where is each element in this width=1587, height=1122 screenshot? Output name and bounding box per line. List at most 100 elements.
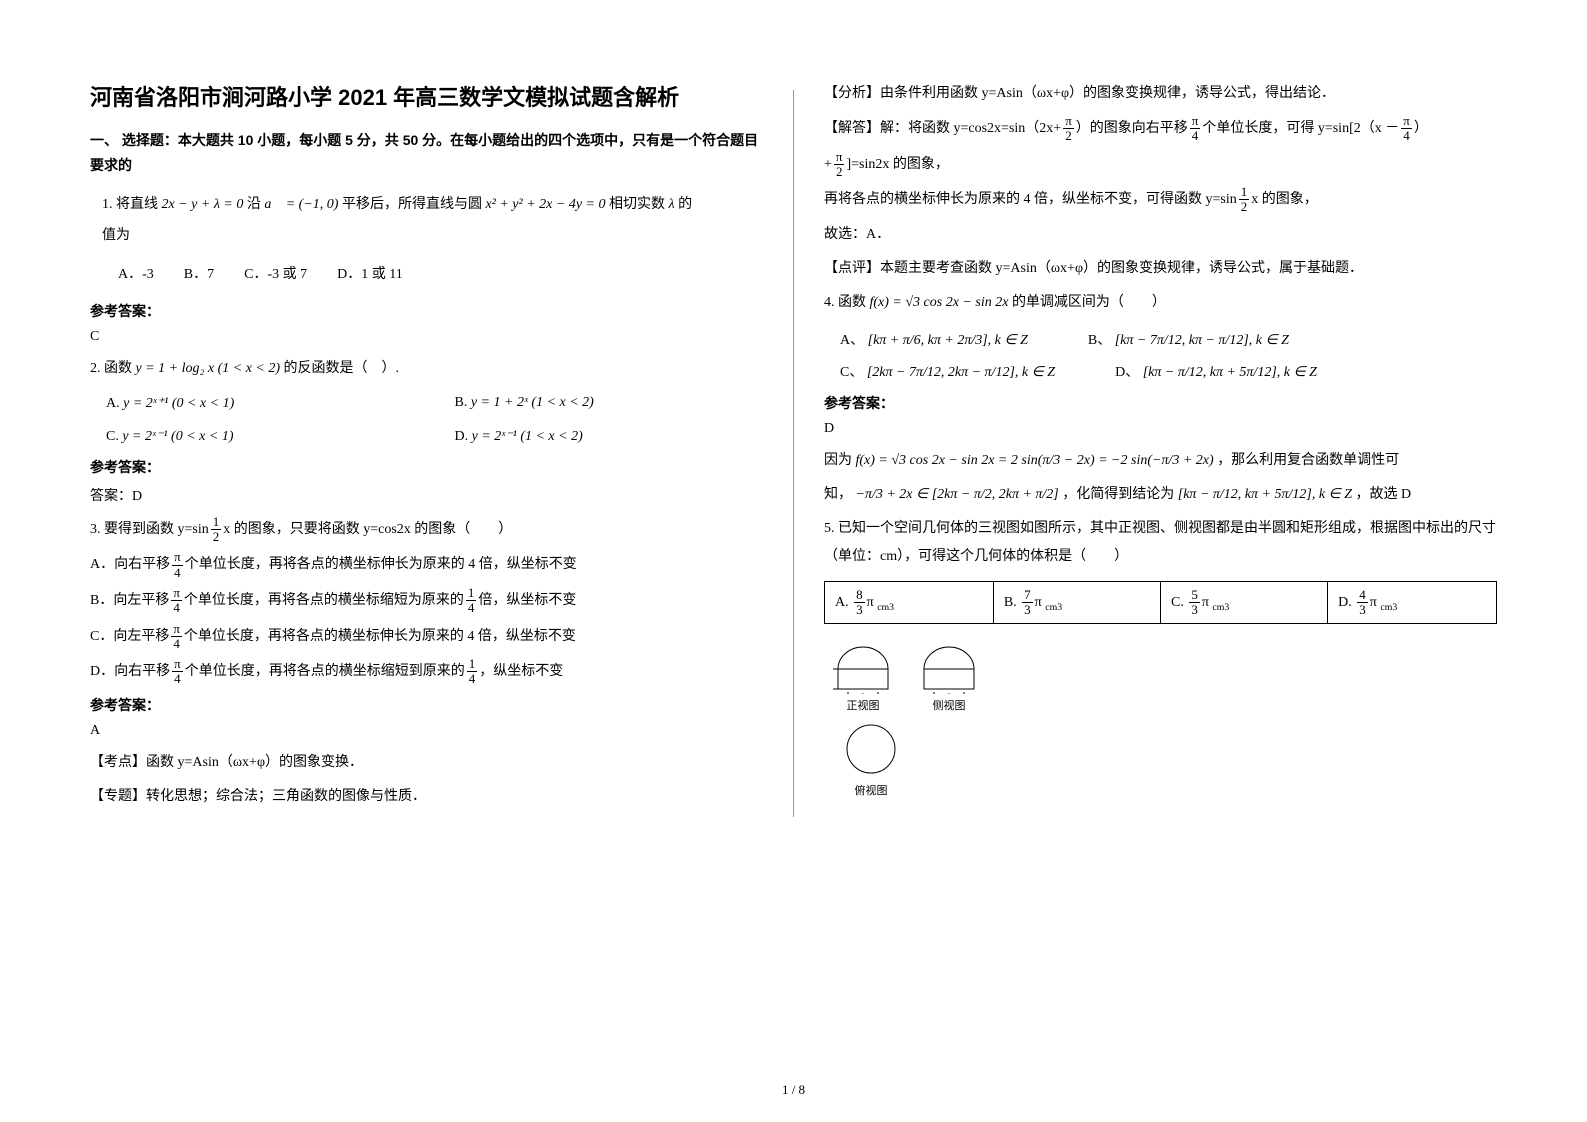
q4-explain-1: 因为 f(x) = √3 cos 2x − sin 2x = 2 sin(π/3… (824, 447, 1497, 475)
answer-label-2: 参考答案： (90, 457, 763, 477)
q4-row1: A、 [kπ + π/6, kπ + 2π/3], k ∈ Z B、 [kπ −… (840, 329, 1497, 349)
q2-a: y = 2ˣ⁺¹ (0 < x < 1) (123, 396, 234, 411)
q4-b: [kπ − 7π/12, kπ − π/12], k ∈ Z (1115, 333, 1289, 348)
q1-expr1: 2x − y + λ = 0 (162, 197, 244, 212)
q3b-pre: B．向左平移 (90, 593, 169, 608)
q2-c-label: C. (106, 429, 119, 444)
exp2-text: 转化思想；综合法；三角函数的图像与性质． (146, 789, 426, 804)
q1-sym: λ (669, 197, 675, 212)
pi-icon: π (1370, 595, 1377, 610)
unit: cm3 (877, 602, 894, 613)
four: 4 (1401, 129, 1412, 143)
pi-icon: π (171, 586, 182, 601)
exp4-label: 【解答】 (824, 121, 880, 136)
q2-d-label: D. (455, 429, 469, 444)
exp4-mid: ）的图象向右平移 (1076, 121, 1188, 136)
q3-exp4-line2: +π2]=sin2x 的图象， (824, 150, 1497, 180)
one: 1 (466, 586, 477, 601)
q5a-num: 8 (854, 588, 865, 603)
q4-a-label: A、 (840, 333, 864, 348)
four: 4 (1190, 129, 1201, 143)
q5c-den: 3 (1189, 603, 1200, 617)
q4-a: [kπ + π/6, kπ + 2π/3], k ∈ Z (868, 333, 1028, 348)
exp1-text: 函数 y=Asin（ωx+φ）的图象变换． (146, 755, 363, 770)
q3-exp4-line4: 故选：A． (824, 221, 1497, 249)
four: 4 (171, 637, 182, 651)
side-view: 2 侧视图 (914, 634, 984, 713)
q4-b-label: B、 (1088, 333, 1111, 348)
q4e-mid: ，那么利用复合函数单调性可 (1217, 453, 1399, 468)
front-view-label: 正视图 (828, 697, 898, 713)
exp4-l2: + (824, 157, 832, 172)
q3a-post: 个单位长度，再将各点的横坐标伸长为原来的 4 倍，纵坐标不变 (185, 557, 577, 572)
right-column: 【分析】由条件利用函数 y=Asin（ωx+φ）的图象变换规律，诱导公式，得出结… (824, 80, 1497, 817)
q3d-post: 个单位长度，再将各点的横坐标缩短到原来的 (185, 664, 465, 679)
q2-b: y = 1 + 2ˣ (1 < x < 2) (471, 395, 594, 410)
exp5-text: 本题主要考查函数 y=Asin（ωx+φ）的图象变换规律，诱导公式，属于基础题． (880, 261, 1363, 276)
q3a-pre: A．向右平移 (90, 557, 170, 572)
q5d-den: 3 (1357, 603, 1368, 617)
q4-expr: f(x) = √3 cos 2x − sin 2x (870, 295, 1009, 310)
exp4-l2b: ]=sin2x 的图象， (846, 157, 948, 172)
q1-expr2: a⃗ = (−1, 0) (264, 197, 338, 212)
pi-icon: π (172, 657, 183, 672)
q3-opt-c: C．向左平移π4个单位长度，再将各点的横坐标伸长为原来的 4 倍，纵坐标不变 (90, 622, 763, 652)
q4e2-expr: −π/3 + 2x ∈ [2kπ − π/2, 2kπ + π/2] (856, 487, 1059, 502)
front-view: 2 正视图 (828, 634, 898, 713)
page-footer: 1 / 8 (0, 1082, 1587, 1098)
two: 2 (1063, 129, 1074, 143)
q5a-label: A. (835, 595, 849, 610)
q3-answer: A (90, 723, 763, 739)
pi-icon: π (1035, 595, 1042, 610)
top-view-shape-icon (841, 719, 901, 779)
q5-opt-d: D. 43π cm3 (1328, 581, 1497, 624)
answer-label-1: 参考答案： (90, 301, 763, 321)
q2-expr: y = 1 + log₂ x (1 < x < 2) (136, 361, 281, 376)
q3-exp4: 【解答】解：将函数 y=cos2x=sin（2x+π2）的图象向右平移π4个单位… (824, 114, 1497, 144)
top-view: 俯视图 (836, 719, 906, 798)
q5d-num: 4 (1357, 588, 1368, 603)
question-3: 3. 要得到函数 y=sin12x 的图象，只要将函数 y=cos2x 的图象（… (90, 515, 763, 545)
q2-answer: 答案：D (90, 485, 763, 505)
q3c-pre: C．向左平移 (90, 629, 169, 644)
q3-exp2: 【专题】转化思想；综合法；三角函数的图像与性质． (90, 783, 763, 811)
q1-mid1: 沿 (247, 197, 261, 212)
q5c-num: 5 (1189, 588, 1200, 603)
left-column: 河南省洛阳市涧河路小学 2021 年高三数学文模拟试题含解析 一、 选择题：本大… (90, 80, 763, 817)
section-header: 一、 选择题：本大题共 10 小题，每小题 5 分，共 50 分。在每小题给出的… (90, 128, 763, 178)
q1-mid2: 平移后，所得直线与圆 (342, 197, 482, 212)
q1-mid3: 相切实数 (609, 197, 665, 212)
q4e-expr: f(x) = √3 cos 2x − sin 2x = 2 sin(π/3 − … (856, 453, 1214, 468)
unit: cm3 (1380, 602, 1397, 613)
column-divider (793, 90, 794, 817)
pi-icon: π (1202, 595, 1209, 610)
q4-prefix: 4. 函数 (824, 295, 866, 310)
q4-answer: D (824, 421, 1497, 437)
q5c-label: C. (1171, 595, 1184, 610)
q4-d-label: D、 (1115, 365, 1139, 380)
q3c-post: 个单位长度，再将各点的横坐标伸长为原来的 4 倍，纵坐标不变 (184, 629, 576, 644)
q2-a-label: A. (106, 396, 120, 411)
q3d-tail: ，纵坐标不变 (479, 664, 563, 679)
exp4-l3b: x 的图象， (1251, 192, 1318, 207)
two: 2 (834, 165, 845, 179)
q3-opt-b: B．向左平移π4个单位长度，再将各点的横坐标缩短为原来的14倍，纵坐标不变 (90, 586, 763, 616)
q2-b-label: B. (455, 395, 468, 410)
q5-opt-a: A. 83π cm3 (825, 581, 994, 624)
q3d-pre: D．向右平移 (90, 664, 170, 679)
q3-exp3: 【分析】由条件利用函数 y=Asin（ωx+φ）的图象变换规律，诱导公式，得出结… (824, 80, 1497, 108)
q4e2-tail: ，故选 D (1356, 487, 1412, 502)
q4-c-label: C、 (840, 365, 863, 380)
pi-icon: π (171, 622, 182, 637)
q5b-label: B. (1004, 595, 1017, 610)
q1-opt-c: C．-3 或 7 (244, 260, 307, 291)
q1-prefix: 1. 将直线 (102, 197, 158, 212)
exp3-text: 由条件利用函数 y=Asin（ωx+φ）的图象变换规律，诱导公式，得出结论． (880, 86, 1335, 101)
unit: cm3 (1212, 602, 1229, 613)
four: 4 (172, 566, 183, 580)
q3-exp5: 【点评】本题主要考查函数 y=Asin（ωx+φ）的图象变换规律，诱导公式，属于… (824, 255, 1497, 283)
q5-options-table: A. 83π cm3 B. 73π cm3 C. 53π cm3 D. 43π … (824, 581, 1497, 625)
q3b-tail: 倍，纵坐标不变 (478, 593, 576, 608)
question-2: 2. 函数 y = 1 + log₂ x (1 < x < 2) 的反函数是（ … (90, 355, 763, 383)
exp2-label: 【专题】 (90, 789, 146, 804)
